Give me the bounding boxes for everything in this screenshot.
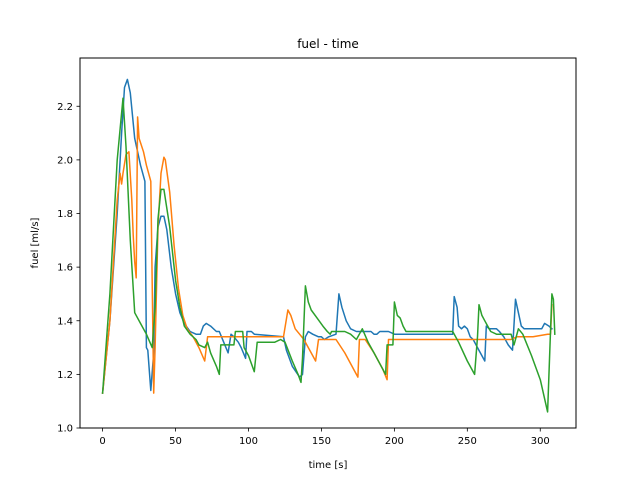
x-axis-label: time [s]: [309, 460, 348, 471]
x-axis-ticks: 0 50 100 150 200 250 300: [99, 428, 550, 447]
x-tick-label: 300: [531, 436, 550, 447]
y-axis-label: fuel [ml/s]: [30, 217, 41, 268]
chart-title: fuel - time: [297, 37, 359, 51]
x-tick-label: 0: [99, 436, 105, 447]
x-tick-label: 200: [385, 436, 404, 447]
x-tick-label: 100: [239, 436, 258, 447]
x-tick-label: 50: [169, 436, 182, 447]
y-tick-label: 1.8: [57, 209, 73, 220]
plot-area: [101, 78, 556, 413]
y-tick-label: 2.2: [57, 102, 73, 113]
series-layer: [101, 78, 556, 413]
y-tick-label: 1.4: [57, 316, 73, 327]
x-tick-label: 150: [312, 436, 331, 447]
x-tick-label: 250: [458, 436, 477, 447]
y-tick-label: 1.2: [57, 370, 73, 381]
y-tick-label: 2.0: [57, 155, 73, 166]
series-line-1: [101, 78, 553, 394]
series-line-2: [101, 116, 553, 394]
series-line-3: [101, 97, 556, 413]
axes-frame: [79, 57, 577, 429]
y-tick-label: 1.0: [57, 424, 73, 435]
y-axis-ticks: 1.0 1.2 1.4 1.6 1.8 2.0 2.2: [57, 102, 80, 435]
y-tick-label: 1.6: [57, 263, 73, 274]
